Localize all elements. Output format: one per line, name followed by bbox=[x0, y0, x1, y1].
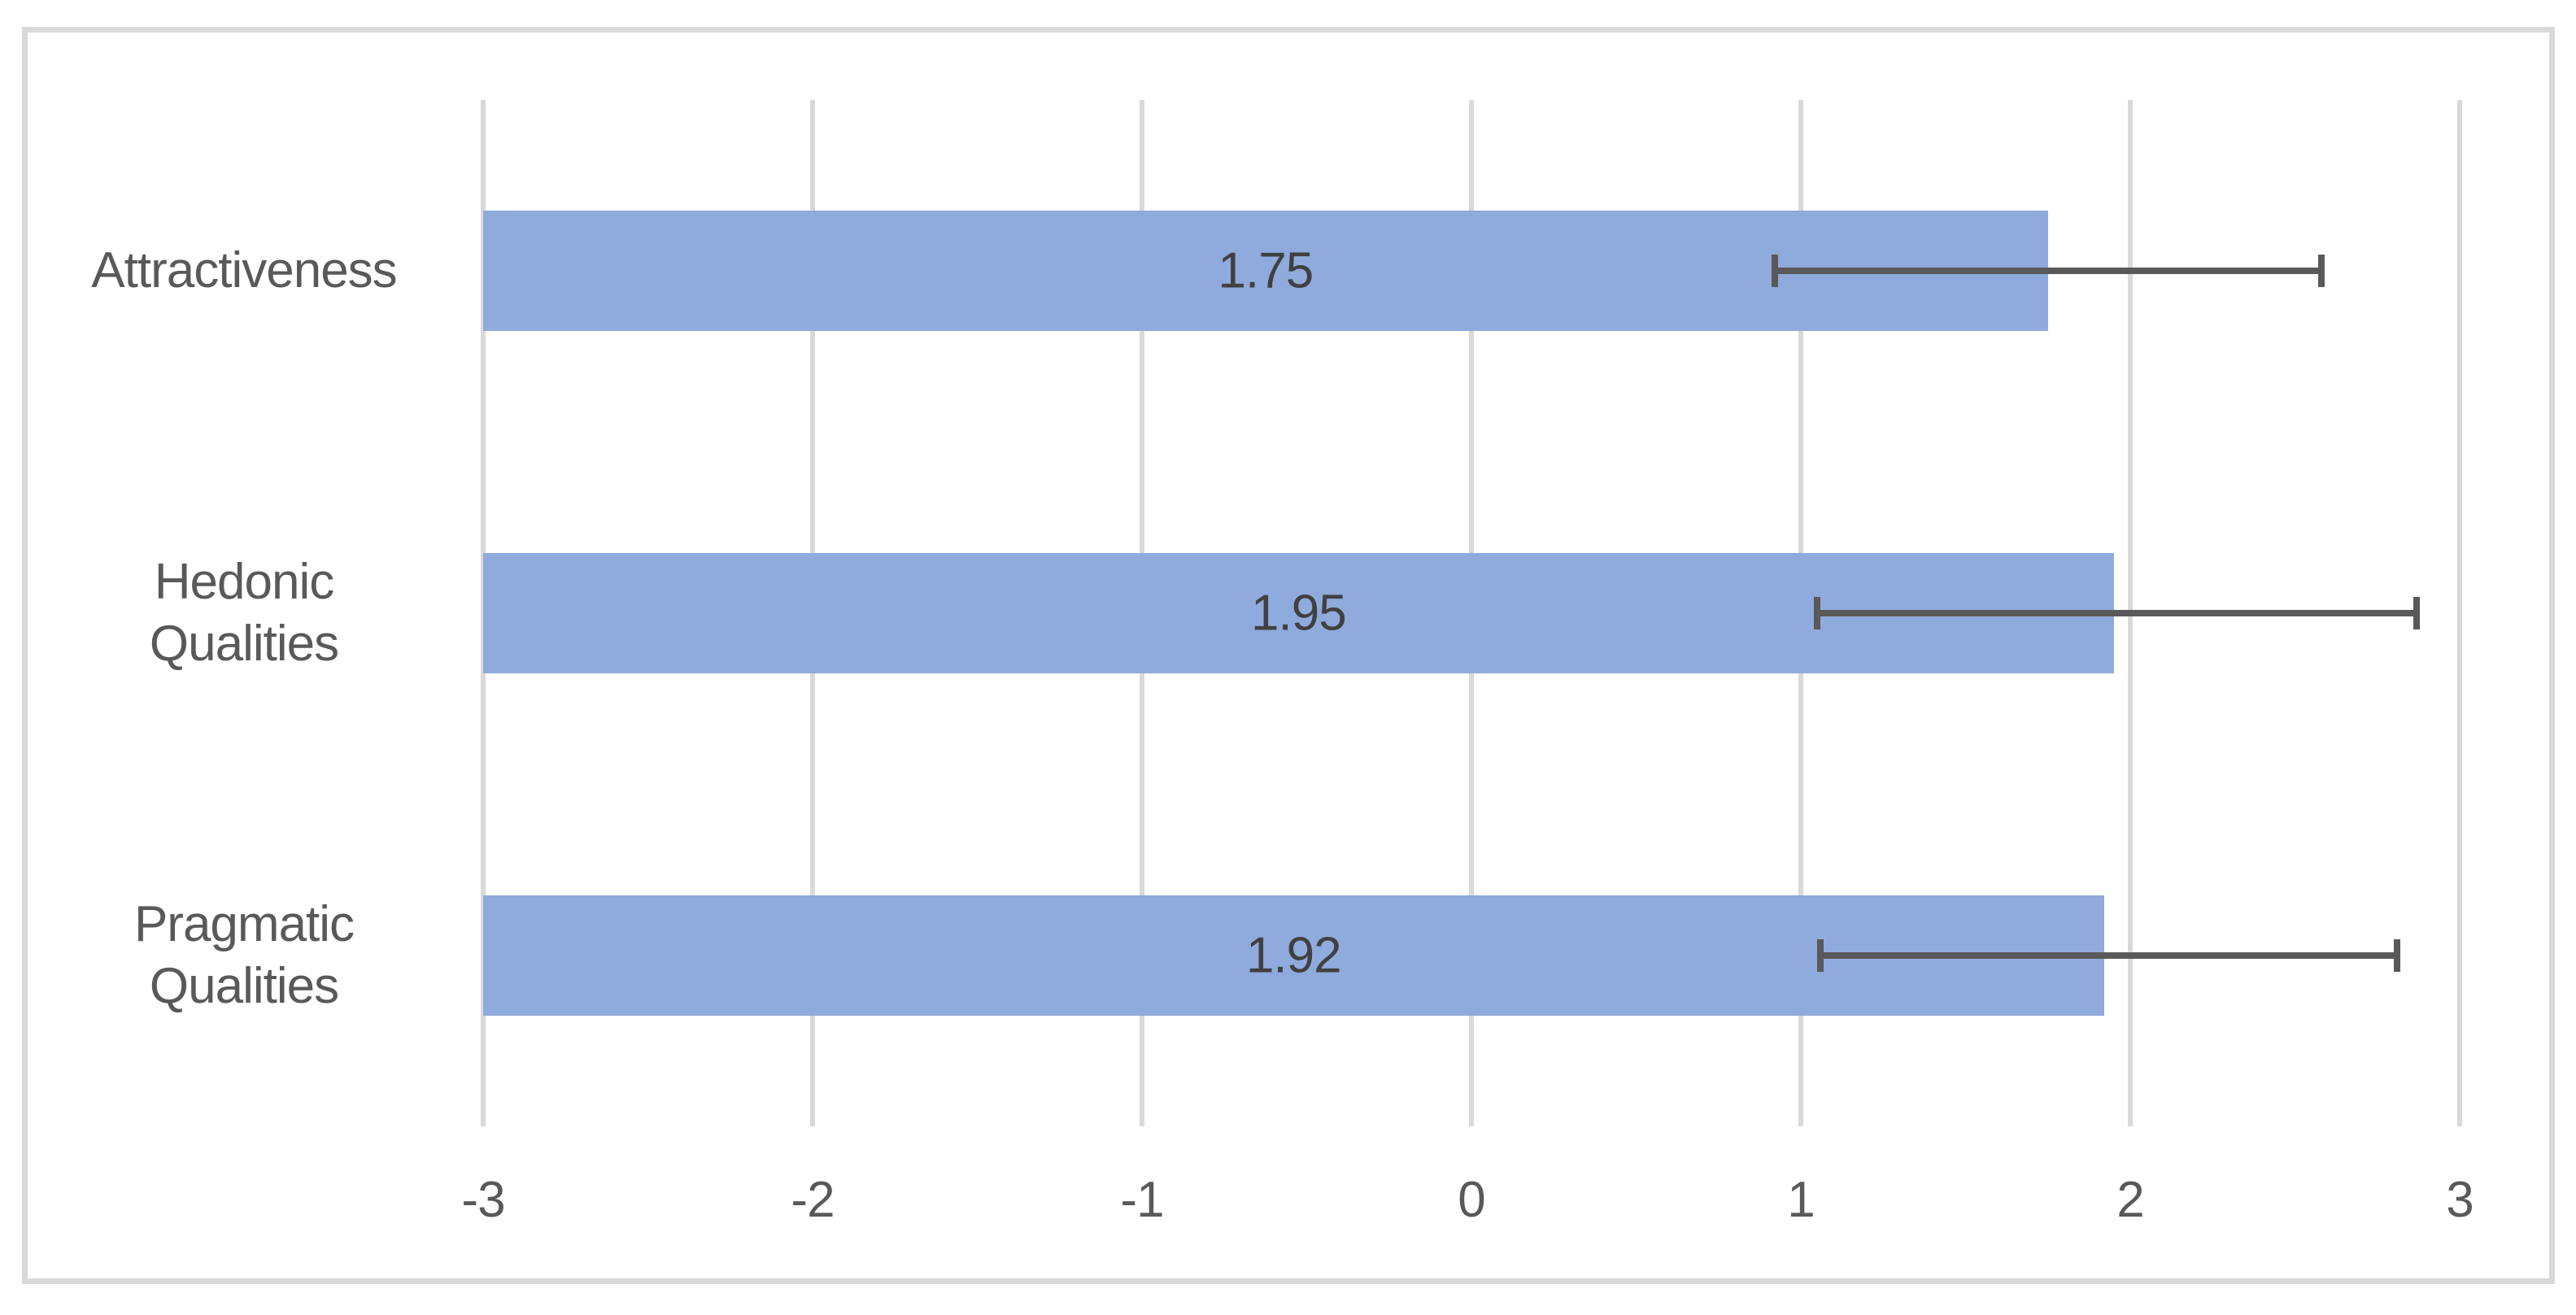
error-bar-left-cap bbox=[1771, 255, 1778, 288]
error-bar-right-cap bbox=[2317, 255, 2325, 288]
error-bar-line bbox=[1817, 610, 2417, 616]
x-axis-tick-label: 1 bbox=[1787, 1172, 1815, 1228]
x-axis-tick-label: -1 bbox=[1120, 1172, 1164, 1228]
x-axis-tick-label: -3 bbox=[461, 1172, 505, 1228]
error-bar-line bbox=[1820, 951, 2398, 959]
bar-data-label: 1.75 bbox=[1218, 242, 1314, 299]
category-label: Hedonic Qualities bbox=[149, 554, 339, 672]
x-axis-tick-label: 0 bbox=[1458, 1172, 1485, 1228]
error-bar-right-cap bbox=[2394, 938, 2401, 972]
bar-data-label: 1.92 bbox=[1245, 927, 1342, 984]
category-label: Pragmatic Qualities bbox=[133, 895, 355, 1014]
error-bar-right-cap bbox=[2413, 597, 2421, 629]
error-bar-left-cap bbox=[1814, 597, 1821, 629]
x-axis-tick-label: 3 bbox=[2446, 1172, 2474, 1228]
gridline bbox=[2457, 100, 2462, 1126]
error-bar-line bbox=[1774, 268, 2321, 275]
error-bar-left-cap bbox=[1817, 938, 1824, 972]
bar-chart: -3 -2 -1 0 1 2 3 1.75 Attractiveness 1.95 Hedonic … bbox=[22, 27, 2555, 1284]
x-axis-tick-label: 2 bbox=[2116, 1172, 2144, 1228]
bar-data-label: 1.95 bbox=[1251, 585, 1347, 642]
x-axis-tick-label: -2 bbox=[791, 1172, 835, 1228]
category-label: Attractiveness bbox=[91, 242, 397, 299]
